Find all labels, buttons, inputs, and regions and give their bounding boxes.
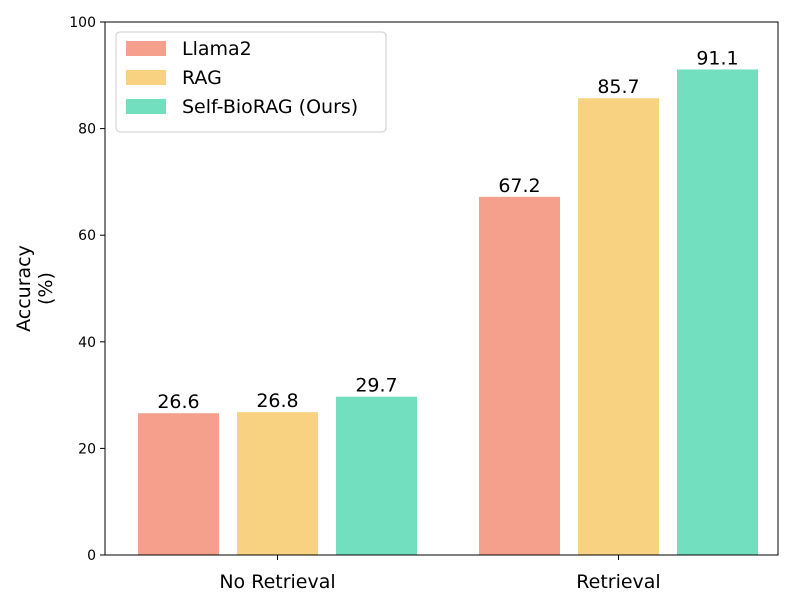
bar-llama2-0	[138, 413, 219, 555]
legend-swatch	[126, 70, 166, 85]
bar-self-biorag-ours--1	[677, 69, 758, 555]
y-tick-label: 100	[69, 15, 96, 31]
y-tick-label: 80	[78, 122, 96, 138]
legend-label: RAG	[182, 67, 222, 89]
y-axis-title-line2: (%)	[35, 272, 57, 305]
legend-label: Self-BioRAG (Ours)	[182, 96, 358, 118]
value-label: 67.2	[498, 175, 540, 197]
y-tick-label: 20	[78, 441, 96, 457]
legend: Llama2 RAG Self-BioRAG (Ours)	[115, 31, 387, 133]
y-tick-label: 0	[87, 548, 96, 564]
x-category-label: No Retrieval	[219, 571, 335, 593]
legend-label: Llama2	[182, 38, 252, 60]
value-label: 29.7	[355, 375, 397, 397]
bar-self-biorag-ours--0	[336, 396, 417, 555]
value-label: 85.7	[597, 76, 639, 98]
bar-llama2-1	[479, 196, 560, 555]
value-label: 26.6	[157, 391, 199, 413]
legend-swatch	[126, 99, 166, 114]
value-label: 91.1	[696, 47, 738, 69]
y-axis-title-line1: Accuracy	[13, 245, 35, 332]
legend-swatch	[126, 41, 166, 56]
y-axis-ticks: 0 20 40 60 80 100	[69, 15, 105, 564]
x-category-label: Retrieval	[576, 571, 660, 593]
bars	[138, 69, 758, 556]
bar-rag-0	[237, 412, 318, 555]
value-labels: 26.6 26.8 29.7 67.2 85.7 91.1	[157, 47, 738, 413]
x-axis-labels: No Retrieval Retrieval	[219, 555, 661, 593]
bar-rag-1	[578, 98, 659, 556]
y-tick-label: 40	[78, 335, 96, 351]
value-label: 26.8	[256, 390, 298, 412]
legend-box	[115, 31, 387, 133]
plot-frame	[104, 21, 779, 556]
y-tick-label: 60	[78, 228, 96, 244]
